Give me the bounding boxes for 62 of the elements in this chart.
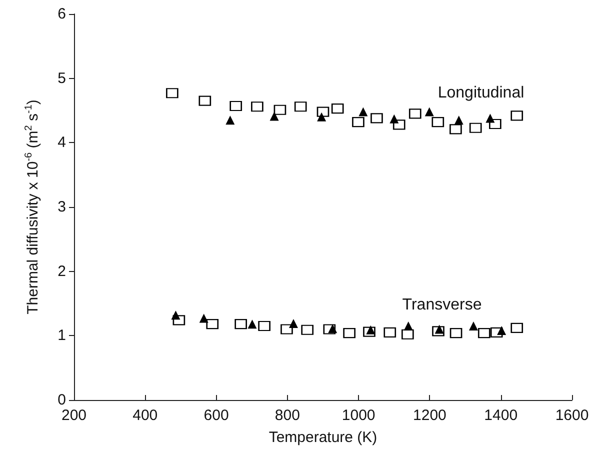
point [510,110,523,121]
y-tick-label: 6 [58,6,66,22]
point [206,318,218,330]
point [274,104,286,115]
point [384,327,396,338]
annotation: Longitudinal [438,84,524,102]
point [468,322,478,331]
x-tick-label: 600 [204,407,229,424]
y-tick-label: 4 [58,134,66,152]
point [497,326,506,336]
y-tick-label: 1 [58,327,66,344]
point [251,102,264,112]
point [198,96,212,106]
point [454,116,464,125]
point [402,329,414,340]
point [434,324,444,334]
point [294,102,307,112]
point [450,124,462,134]
point [230,100,242,112]
point [432,116,444,128]
point [409,108,422,119]
y-tick-label: 5 [58,70,66,87]
point [343,328,356,338]
point [301,324,314,335]
x-tick-label: 800 [274,407,300,424]
point [199,314,208,323]
point [331,103,344,114]
point [366,325,376,334]
x-tick-label: 1400 [484,407,518,424]
point [352,116,364,128]
point [510,322,523,334]
point [370,113,383,124]
y-tick-label: 0 [58,392,66,408]
point [248,320,257,329]
x-tick-label: 1000 [342,407,376,424]
point [478,328,490,338]
x-tick-label: 400 [132,407,158,424]
point [404,322,413,331]
point [317,112,326,122]
point [288,318,298,328]
x-tick-label: 1600 [555,407,589,424]
x-tick-label: 200 [61,407,87,424]
point [424,107,434,116]
point [234,318,247,330]
x-axis-title: Temperature (K) [268,429,378,446]
point [486,114,495,123]
x-tick-label: 1200 [413,407,446,424]
point [316,106,330,117]
point [258,320,270,332]
point [166,88,178,98]
y-tick-label: 2 [58,262,66,280]
point [358,107,368,116]
point [450,328,462,338]
point [226,116,235,125]
point [270,112,279,121]
y-axis-title: Thermal diffusivity x 10-6 (m2 s-1) [24,100,42,314]
point [171,310,180,320]
point [390,114,399,124]
point [280,324,293,334]
annotation: Transverse [402,296,482,314]
point [470,122,482,133]
y-tick-label: 3 [58,198,66,216]
